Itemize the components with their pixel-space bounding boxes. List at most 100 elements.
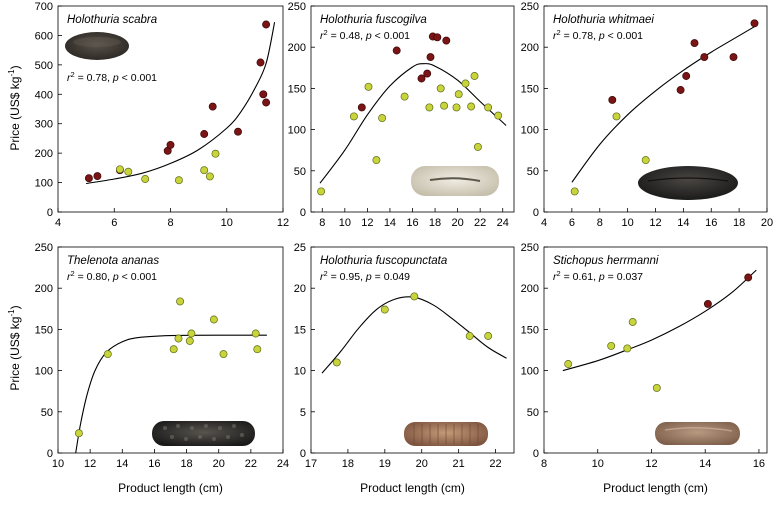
y-tick-label: 150 <box>521 324 539 336</box>
panel-4: 0 50 100 150 200 250 10 12 14 16 18 20 22 24 Product l… <box>35 242 289 495</box>
y-tick-label: 15 <box>294 324 306 336</box>
x-tick-label: 18 <box>429 217 441 229</box>
x-tick-label: 6 <box>569 217 575 229</box>
x-tick-label: 22 <box>245 458 257 470</box>
data-point-dark <box>433 33 442 42</box>
species-name: Thelenota ananas <box>67 255 159 267</box>
x-tick-label: 10 <box>339 217 351 229</box>
x-tick-label: 20 <box>213 458 225 470</box>
data-point-light <box>174 176 183 185</box>
y-tick-label: 250 <box>288 1 306 13</box>
data-point-light <box>209 315 218 324</box>
x-tick-label: 14 <box>116 458 128 470</box>
data-point-light <box>205 172 214 181</box>
data-point-dark <box>357 103 366 112</box>
y-tick-label: 200 <box>521 283 539 295</box>
data-point-light <box>169 345 178 354</box>
data-point-light <box>484 332 493 340</box>
fit-curve <box>321 296 507 374</box>
data-point-dark <box>608 95 617 104</box>
x-tick-label: 20 <box>416 458 428 470</box>
x-tick-label: 18 <box>733 217 745 229</box>
data-point-light <box>473 142 482 151</box>
data-point-light <box>176 297 185 306</box>
y-tick-label: 50 <box>527 407 539 419</box>
data-point-dark <box>750 19 759 28</box>
x-tick-label: 16 <box>406 217 418 229</box>
data-point-dark <box>93 172 102 181</box>
x-tick-label: 8 <box>541 458 547 470</box>
data-point-dark <box>426 53 435 62</box>
y-tick-label: 700 <box>35 1 53 13</box>
fit-statistics: r2 = 0.48, p < 0.001 <box>320 28 410 42</box>
data-point-light <box>332 358 341 367</box>
y-tick-label: 100 <box>35 178 53 190</box>
y-tick-label: 100 <box>521 366 539 378</box>
data-point-light <box>400 92 409 101</box>
y-tick-label: 200 <box>521 42 539 54</box>
x-axis-title: Product length (cm) <box>603 481 708 495</box>
fit-statistics: r2 = 0.80, p < 0.001 <box>67 269 157 283</box>
y-tick-label: 0 <box>47 207 53 219</box>
y-tick-label: 25 <box>294 242 306 254</box>
data-point-light <box>124 167 133 176</box>
data-point-dark <box>676 86 685 94</box>
x-tick-label: 12 <box>277 217 289 229</box>
y-tick-label: 20 <box>294 283 306 295</box>
data-point-light <box>74 429 83 438</box>
y-tick-label: 10 <box>294 366 306 378</box>
data-point-dark <box>200 130 209 138</box>
y-tick-label: 50 <box>294 166 306 178</box>
data-point-dark <box>208 102 217 111</box>
fit-curve <box>562 269 757 372</box>
y-tick-label: 0 <box>533 207 539 219</box>
data-point-dark <box>259 90 268 99</box>
y-tick-label: 400 <box>35 89 53 101</box>
data-point-light <box>364 82 373 91</box>
data-point-light <box>494 111 503 120</box>
holothuria-whitmaei-photo <box>638 166 738 200</box>
x-axis-title: Product length (cm) <box>118 481 223 495</box>
data-point-light <box>461 79 470 88</box>
panel-frame <box>57 246 284 454</box>
data-point-light <box>454 90 463 99</box>
y-tick-label: 50 <box>527 166 539 178</box>
x-tick-label: 16 <box>705 217 717 229</box>
data-point-light <box>564 360 573 368</box>
x-tick-label: 17 <box>305 458 317 470</box>
x-tick-label: 6 <box>111 217 117 229</box>
data-point-light <box>623 344 632 353</box>
y-tick-label: 0 <box>47 448 53 460</box>
y-tick-label: 0 <box>300 207 306 219</box>
y-tick-label: 150 <box>521 83 539 95</box>
data-point-dark <box>703 299 712 308</box>
fit-curve <box>319 63 507 184</box>
fit-statistics: r2 = 0.61, p = 0.037 <box>553 269 643 283</box>
data-point-light <box>440 101 449 110</box>
x-tick-label: 10 <box>221 217 233 229</box>
x-axis-title: Product length (cm) <box>360 481 465 495</box>
data-point-light <box>436 84 445 93</box>
data-point-dark <box>417 74 426 83</box>
data-point-dark <box>729 53 738 62</box>
data-point-light <box>380 305 389 314</box>
x-tick-label: 4 <box>541 217 547 229</box>
y-tick-label: 150 <box>288 83 306 95</box>
y-tick-label: 0 <box>533 448 539 460</box>
data-point-dark <box>392 46 401 55</box>
x-tick-label: 22 <box>489 458 501 470</box>
y-tick-label: 100 <box>521 125 539 137</box>
panel-2: 0 50 100 150 200 250 8 10 12 14 16 18 20 22 24 Holothur… <box>288 1 515 229</box>
data-point-light <box>317 187 326 196</box>
y-tick-label: 300 <box>35 119 53 131</box>
fit-curve <box>571 25 757 183</box>
x-tick-label: 21 <box>453 458 465 470</box>
data-point-light <box>467 102 476 111</box>
x-tick-label: 18 <box>180 458 192 470</box>
data-point-dark <box>423 69 432 78</box>
data-point-dark <box>744 273 753 282</box>
y-axis-title-bottom: Price (US$ kg-1) <box>7 305 22 390</box>
data-point-light <box>378 114 387 123</box>
